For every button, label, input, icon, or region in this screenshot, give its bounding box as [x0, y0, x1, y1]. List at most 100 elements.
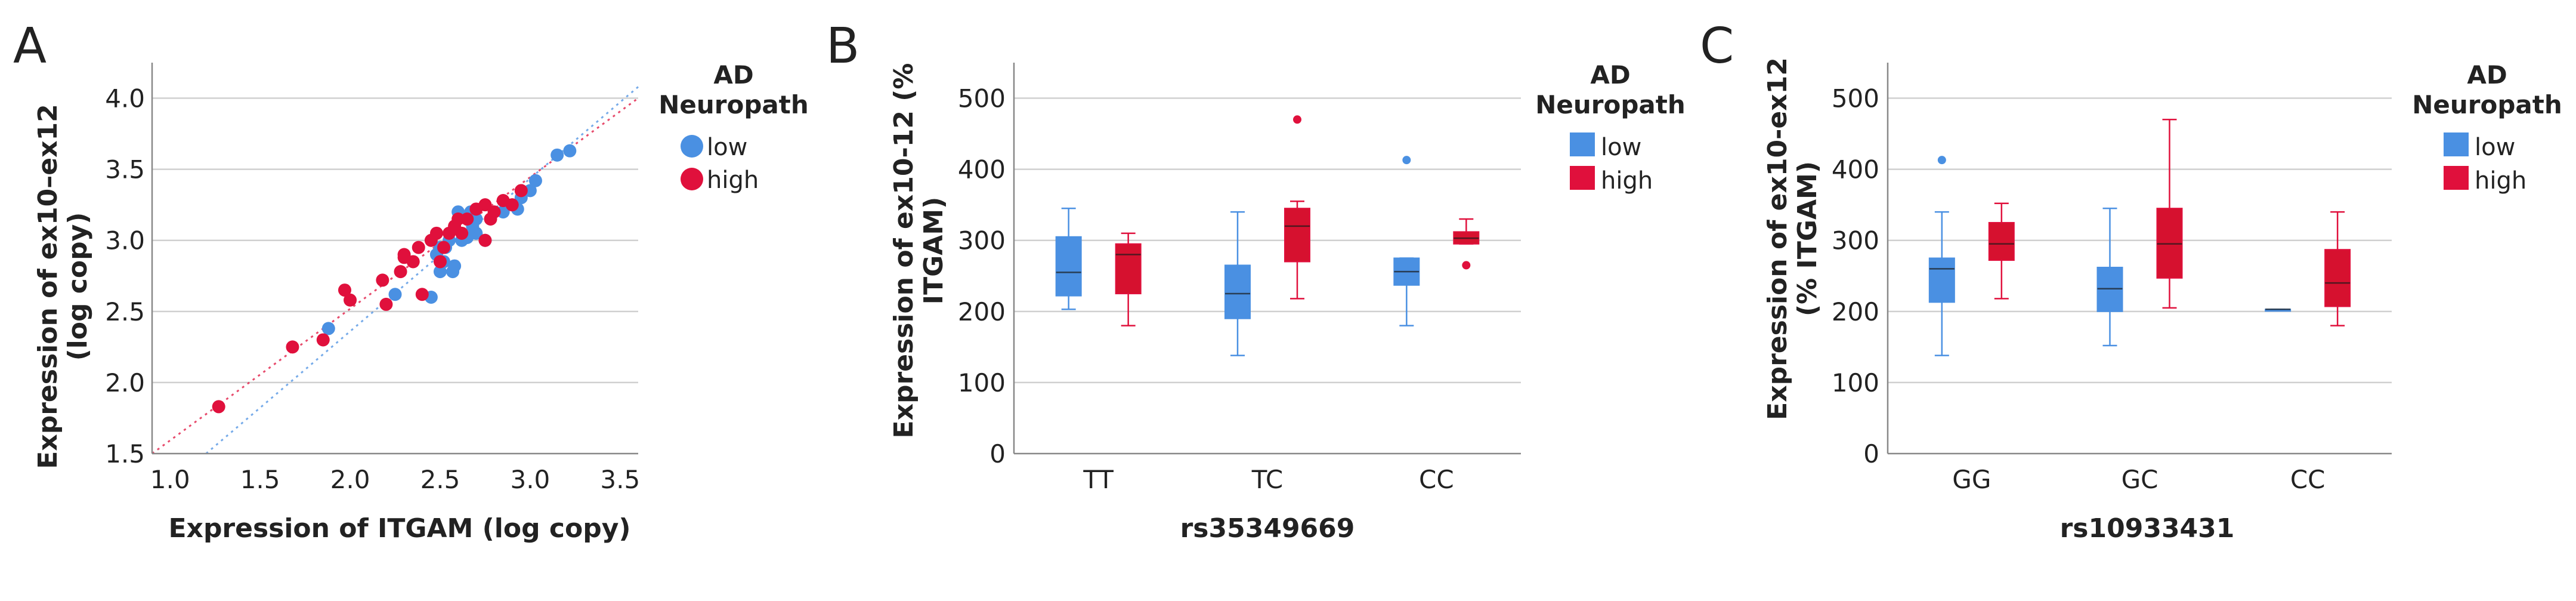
panel-b-y-tick-label: 200	[958, 297, 1006, 326]
panel-b-x-ticks: TT TC CC	[1083, 465, 1454, 494]
panel-a-y-title-line2: (log copy)	[63, 212, 93, 361]
panel-a-point-high	[478, 233, 492, 247]
panel-c-y-title-line1: Expression of ex10-ex12	[1762, 57, 1793, 420]
panel-a-x-tick-label: 3.5	[600, 465, 640, 494]
panel-a-x-tick-label: 1.5	[240, 465, 280, 494]
panel-a-y-title-line1: Expression of ex10–ex12	[33, 104, 63, 469]
panel-c-y-tick-label: 0	[1863, 439, 1879, 469]
panel-b-x-tick-label: CC	[1419, 465, 1454, 494]
panel-c-box-low-GG	[1928, 156, 1955, 356]
panel-letter-b: B	[826, 18, 859, 75]
box-iqr	[2324, 249, 2351, 307]
panel-a-y-tick-label: 1.5	[105, 439, 145, 469]
panel-a-point-high	[478, 198, 492, 212]
panel-a-fit-lines	[151, 86, 639, 455]
panel-a-point-low	[388, 288, 402, 301]
panel-b-x-title: rs35349669	[1180, 513, 1355, 544]
panel-a-point-low	[523, 184, 537, 198]
panel-c-y-tick-label: 200	[1832, 297, 1879, 326]
panel-letter-a: A	[13, 18, 47, 75]
panel-c-legend-label-high: high	[2475, 167, 2526, 195]
panel-a-point-high	[460, 212, 474, 226]
panel-a-point-low	[551, 148, 564, 162]
panel-b-legend-swatch-high	[1570, 166, 1595, 190]
panel-c-x-title: rs10933431	[2060, 513, 2235, 544]
panel-a-point-high	[429, 226, 443, 240]
panel-a-point-low	[433, 265, 447, 279]
panel-c-gridlines	[1888, 97, 2392, 384]
panel-a-point-high	[344, 293, 357, 307]
panel-b-legend-label-low: low	[1601, 134, 1641, 161]
panel-a-y-tick-label: 2.5	[105, 297, 145, 326]
panel-b-legend-title-line2: Neuropath	[1535, 90, 1686, 119]
panel-a-x-tick-label: 3.0	[510, 465, 550, 494]
panel-c-x-tick-label: CC	[2290, 465, 2325, 494]
panel-a-legend-title-line1: AD	[713, 60, 753, 90]
panel-b-y-title-line2: ITGAM)	[919, 197, 949, 304]
panel-a-point-high	[394, 265, 407, 279]
panel-b-y-ticks: 0 100 200 300 400 500	[958, 84, 1006, 469]
panel-c-y-tick-label: 300	[1832, 226, 1879, 255]
panel-a-point-high	[379, 297, 393, 311]
panel-c-axes	[1887, 63, 2392, 455]
panel-b-box-low-TT	[1055, 207, 1082, 310]
panel-b-y-tick-label: 500	[958, 84, 1006, 113]
box-iqr	[1115, 243, 1142, 295]
panel-c-legend-label-low: low	[2475, 134, 2515, 161]
panel-a-legend-label-low: low	[707, 134, 747, 161]
panel-a-point-high	[452, 212, 465, 226]
panel-a-point-high	[415, 288, 429, 301]
panel-c-box-low-GC	[2096, 207, 2123, 347]
panel-b-x-tick-label: TT	[1083, 465, 1114, 494]
panel-a-fit-line-high	[151, 97, 639, 455]
panel-c-x-tick-label: GC	[2122, 465, 2158, 494]
panel-letter-c: C	[1700, 18, 1734, 75]
box-iqr	[1224, 264, 1251, 319]
panel-c-y-ticks: 0 100 200 300 400 500	[1832, 84, 1879, 469]
panel-a-point-low	[321, 322, 335, 335]
panel-c-box-high-GC	[2156, 119, 2183, 309]
panel-b-axes	[1013, 63, 1521, 455]
panel-a-point-high	[316, 333, 330, 347]
panel-a-fit-line-low	[205, 86, 639, 455]
panel-a-x-tick-label: 2.5	[420, 465, 460, 494]
panel-a-point-high	[437, 241, 450, 254]
box-iqr	[1055, 236, 1082, 297]
panel-c: C GG GC CC 0 100 200 300 400 500 rs10933431 Exp…	[1700, 18, 2562, 544]
panel-c-box-high-GG	[1988, 202, 2015, 300]
panel-b-y-tick-label: 0	[989, 439, 1006, 469]
panel-b-legend-swatch-low	[1570, 132, 1595, 156]
box-iqr	[1284, 208, 1310, 263]
panel-c-boxes	[1928, 119, 2351, 356]
panel-a-y-tick-label: 3.0	[105, 226, 145, 255]
panel-a-point-high	[338, 283, 351, 297]
panel-a-point-low	[528, 174, 542, 187]
panel-a-gridlines	[152, 97, 638, 384]
panel-a-point-high	[286, 340, 299, 354]
panel-c-box-low-CC	[2265, 308, 2292, 312]
box-iqr	[1988, 221, 2015, 261]
panel-a-point-high	[455, 226, 469, 240]
panel-a-point-high	[433, 255, 447, 269]
panel-b: B TT TC CC 0 100 200 300 400 500 rs35349669 Exp…	[826, 18, 1686, 544]
panel-a-point-low	[448, 259, 462, 273]
panel-a-point-high	[487, 205, 501, 219]
outlier-point	[1462, 261, 1471, 270]
panel-a-axes	[151, 63, 638, 455]
panel-a-y-tick-label: 2.0	[105, 368, 145, 397]
panel-a-point-high	[514, 184, 528, 198]
panel-c-box-high-CC	[2324, 211, 2351, 326]
panel-b-box-high-CC	[1453, 218, 1480, 270]
panel-a-x-tick-label: 2.0	[330, 465, 370, 494]
panel-a-y-ticks: 1.5 2.0 2.5 3.0 3.5 4.0	[105, 84, 145, 469]
panel-c-y-tick-label: 400	[1832, 155, 1879, 184]
outlier-point	[1402, 156, 1411, 165]
panel-a-point-low	[563, 144, 577, 158]
panel-b-y-tick-label: 100	[958, 368, 1006, 397]
panel-b-box-low-TC	[1224, 211, 1251, 356]
panel-a-legend-swatch-high	[681, 168, 703, 190]
panel-c-legend-swatch-low	[2444, 132, 2469, 156]
panel-b-legend-title-line1: AD	[1590, 60, 1630, 90]
panel-b-x-tick-label: TC	[1251, 465, 1284, 494]
